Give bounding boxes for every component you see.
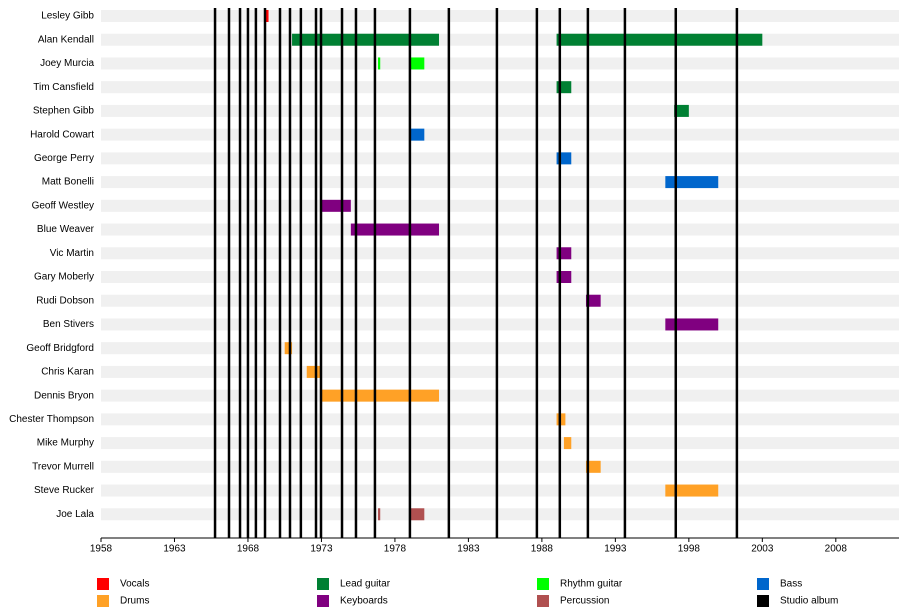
legend-swatch [317, 578, 329, 590]
x-tick-label: 1963 [163, 544, 186, 555]
member-label: Blue Weaver [37, 224, 95, 235]
row-band [101, 294, 899, 307]
member-label: Dennis Bryon [34, 390, 94, 401]
member-label: Harold Cowart [30, 129, 94, 140]
row-band [101, 389, 899, 402]
period-bar [585, 460, 601, 473]
row-band [101, 342, 899, 355]
x-tick-label: 2003 [751, 544, 774, 555]
member-label: Alan Kendall [38, 34, 94, 45]
row-band [101, 437, 899, 450]
member-label: Joe Lala [56, 509, 94, 520]
row-band [101, 247, 899, 260]
row-band [101, 33, 899, 46]
member-label: Chris Karan [41, 367, 94, 378]
member-label: Stephen Gibb [33, 106, 95, 117]
row-band [101, 318, 899, 331]
period-bar [378, 57, 381, 70]
member-label: George Perry [34, 153, 94, 164]
x-tick-label: 1973 [310, 544, 333, 555]
legend-label: Rhythm guitar [560, 579, 623, 590]
member-label: Gary Moberly [34, 272, 94, 283]
row-band [101, 128, 899, 141]
row-band [101, 152, 899, 165]
member-label: Geoff Bridgford [26, 343, 94, 354]
member-label: Chester Thompson [9, 414, 94, 425]
period-bar [378, 508, 381, 521]
row-band [101, 104, 899, 117]
row-band [101, 10, 899, 22]
period-bar [674, 104, 689, 117]
x-tick-label: 1983 [457, 544, 480, 555]
legend-label: Vocals [120, 579, 149, 590]
member-label: Trevor Murrell [32, 461, 94, 472]
member-label: Geoff Westley [32, 200, 94, 211]
period-bar [321, 199, 351, 212]
member-label: Tim Cansfield [33, 82, 94, 93]
period-bar [265, 10, 269, 22]
member-label: Mike Murphy [37, 438, 94, 449]
legend-label: Keyboards [340, 596, 388, 607]
legend-label: Bass [780, 579, 802, 590]
member-label: Vic Martin [50, 248, 94, 259]
period-bar [665, 484, 719, 497]
legend-swatch [537, 578, 549, 590]
period-bar [409, 128, 425, 141]
legend-label: Percussion [560, 596, 609, 607]
member-label: Lesley Gibb [41, 11, 94, 22]
row-band [101, 365, 899, 378]
period-bar [556, 247, 572, 260]
period-bar [350, 223, 440, 236]
x-tick-label: 2008 [825, 544, 848, 555]
period-bar [409, 57, 425, 70]
period-bar [556, 33, 763, 46]
period-bar [409, 508, 425, 521]
row-band [101, 271, 899, 283]
row-band [101, 176, 899, 189]
legend-swatch [317, 595, 329, 607]
x-tick-label: 1993 [604, 544, 627, 555]
row-band [101, 223, 899, 236]
period-bar [585, 294, 601, 307]
x-tick-label: 1958 [90, 544, 113, 555]
legend-swatch [757, 595, 769, 607]
period-bar [665, 176, 719, 189]
period-bar [284, 342, 293, 355]
period-bar [292, 33, 440, 46]
period-bar [563, 437, 572, 450]
legend-label: Drums [120, 596, 149, 607]
legend-label: Lead guitar [340, 579, 391, 590]
x-tick-label: 1978 [384, 544, 407, 555]
row-band [101, 413, 899, 426]
row-band [101, 484, 899, 497]
row-band [101, 460, 899, 473]
row-band [101, 508, 899, 521]
row-band [101, 199, 899, 212]
member-label: Joey Murcia [40, 58, 94, 69]
legend-swatch [757, 578, 769, 590]
x-tick-label: 1988 [531, 544, 554, 555]
x-tick-label: 1998 [678, 544, 701, 555]
legend-swatch [537, 595, 549, 607]
period-bar [321, 389, 440, 402]
member-label: Steve Rucker [34, 485, 95, 496]
member-label: Rudi Dobson [36, 295, 94, 306]
member-label: Matt Bonelli [42, 177, 94, 188]
period-bar [306, 365, 322, 378]
x-tick-label: 1968 [237, 544, 260, 555]
member-label: Ben Stivers [43, 319, 94, 330]
period-bar [665, 318, 719, 331]
row-band [101, 57, 899, 70]
legend-swatch [97, 578, 109, 590]
row-band [101, 81, 899, 94]
legend-label: Studio album [780, 596, 838, 607]
legend-swatch [97, 595, 109, 607]
